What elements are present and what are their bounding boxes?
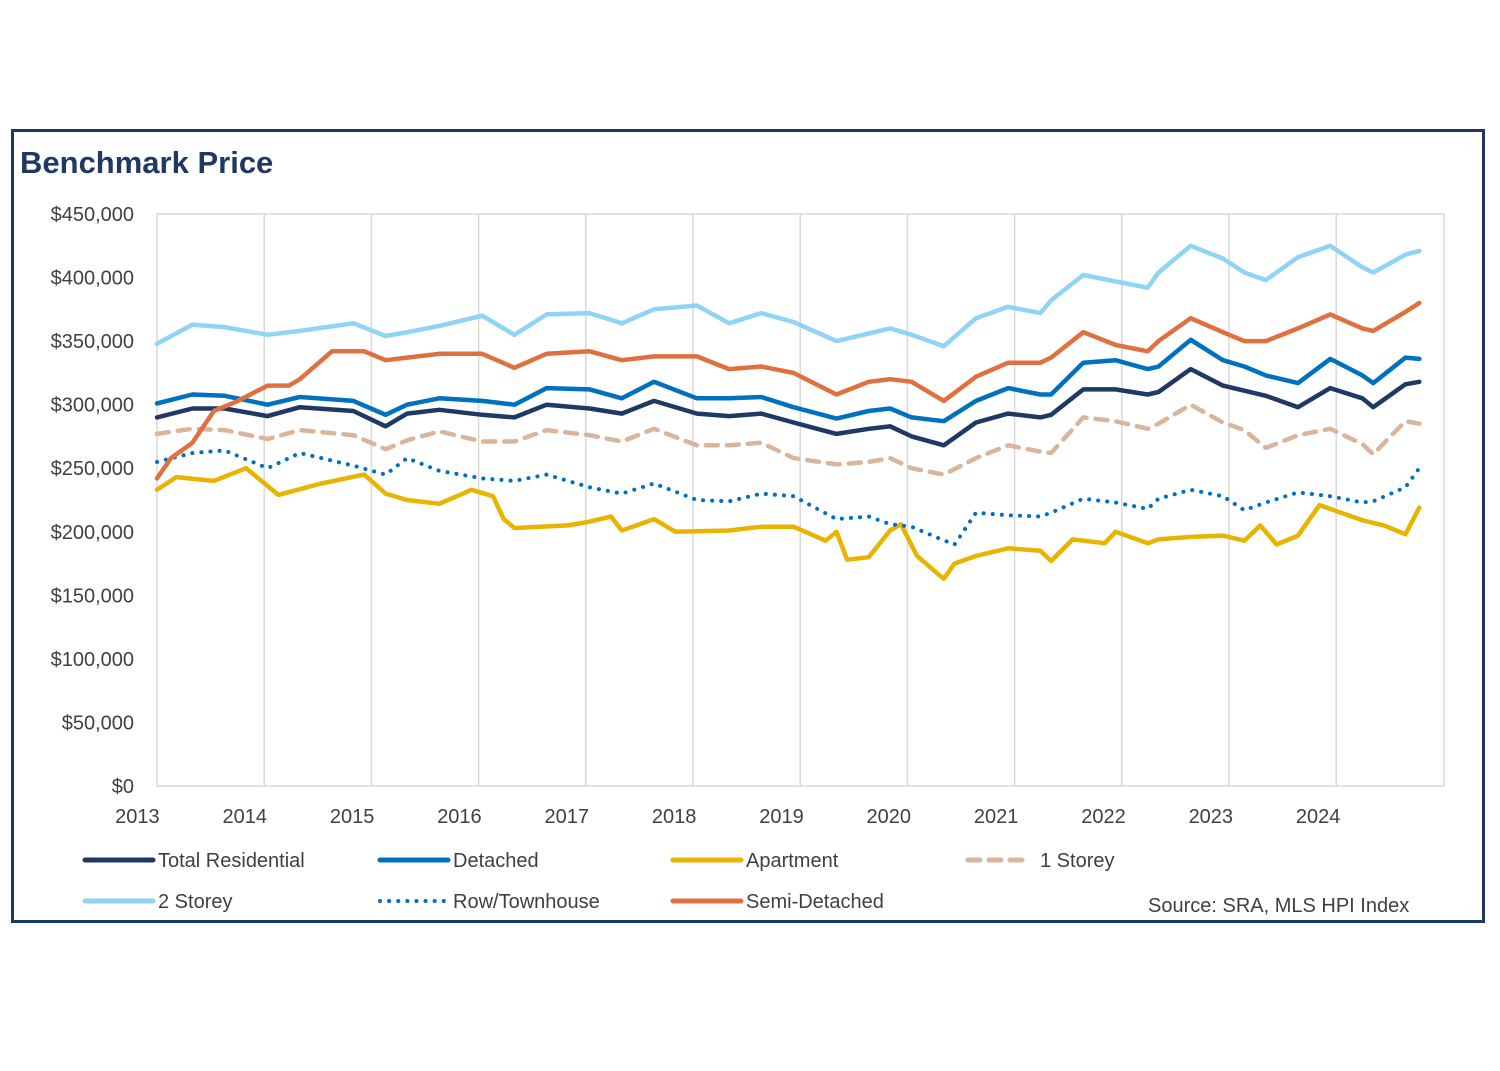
x-tick-label: 2020: [867, 806, 912, 828]
series-line-detached: [154, 337, 1422, 424]
y-tick-label: $300,000: [51, 395, 134, 417]
x-tick-label: 2013: [115, 806, 160, 828]
x-tick-label: 2024: [1296, 806, 1341, 828]
legend-label-detached: Detached: [453, 850, 539, 872]
series-line-semi-detached: [154, 300, 1422, 481]
axis-layer: $0 $50,000 $100,000 $150,000 $200,000 $250,00…: [51, 204, 1341, 828]
legend-label-1-storey: 1 Storey: [1040, 850, 1114, 872]
legend-label-total-residential: Total Residential: [158, 850, 305, 872]
y-tick-label: $250,000: [51, 458, 134, 480]
y-tick-label: $400,000: [51, 268, 134, 290]
legend-label-2-storey: 2 Storey: [158, 891, 232, 913]
chart-frame: [11, 129, 1485, 923]
x-tick-label: 2014: [223, 806, 268, 828]
series-line-1-storey: [154, 402, 1422, 477]
chart-title: Benchmark Price: [20, 145, 274, 180]
x-tick-label: 2018: [652, 806, 697, 828]
x-tick-label: 2022: [1081, 806, 1126, 828]
y-tick-label: $150,000: [51, 585, 134, 607]
legend-label-apartment: Apartment: [746, 850, 839, 872]
x-tick-label: 2016: [437, 806, 482, 828]
grid-layer: [156, 213, 1445, 787]
y-tick-label: $50,000: [62, 712, 134, 734]
y-tick-label: $100,000: [51, 649, 134, 671]
series-line-total-residential: [154, 366, 1422, 448]
x-tick-label: 2023: [1189, 806, 1234, 828]
y-tick-label: $350,000: [51, 331, 134, 353]
legend-label-semi-detached: Semi-Detached: [746, 891, 884, 913]
x-tick-label: 2015: [330, 806, 375, 828]
y-tick-label: $450,000: [51, 204, 134, 226]
series-line-2-storey: [154, 243, 1422, 349]
x-tick-label: 2019: [759, 806, 804, 828]
y-tick-label: $200,000: [51, 522, 134, 544]
y-tick-label: $0: [112, 776, 134, 798]
series-line-apartment: [154, 465, 1422, 582]
series-layer: [154, 243, 1422, 582]
x-tick-label: 2021: [974, 806, 1019, 828]
x-tick-label: 2017: [545, 806, 590, 828]
legend-label-row-townhouse: Row/Townhouse: [453, 891, 600, 913]
series-line-row-townhouse: [155, 448, 1422, 547]
legend: Total Residential Detached Apartment 1 Stor…: [82, 850, 1114, 913]
source-note: Source: SRA, MLS HPI Index: [1148, 895, 1410, 917]
